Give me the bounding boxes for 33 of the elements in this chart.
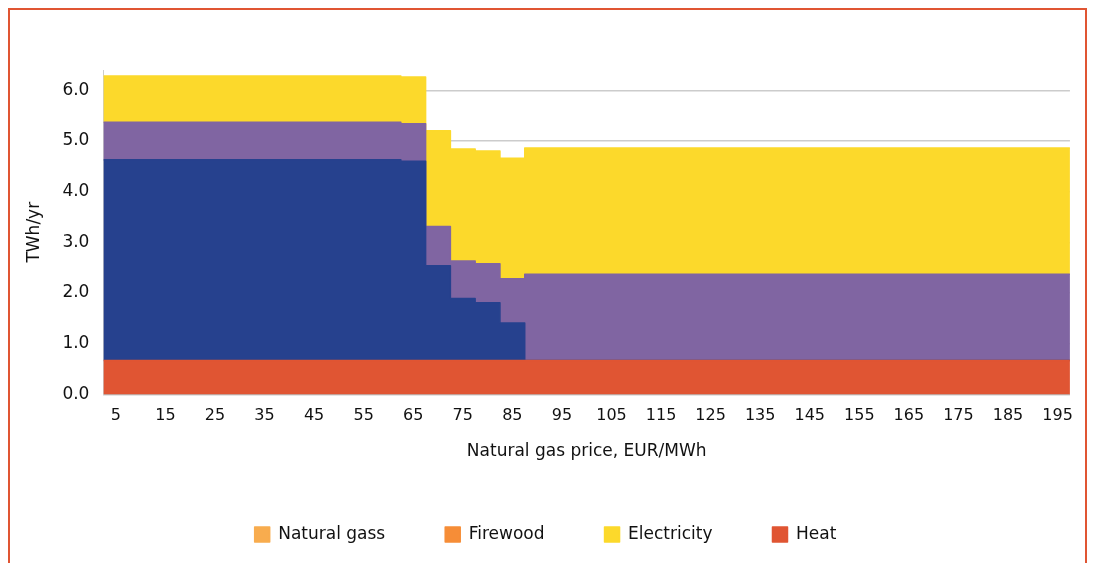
x-tick-label: 55 <box>353 405 374 425</box>
y-tick-label: 5.0 <box>62 129 90 150</box>
legend-label: Firewood <box>468 522 545 543</box>
y-tick-label: 1.0 <box>62 332 90 353</box>
y-axis-title: TWh/yr <box>22 201 43 264</box>
x-tick-label: 65 <box>403 405 424 425</box>
x-tick-label: 175 <box>943 405 974 425</box>
y-tick-label: 6.0 <box>62 78 90 99</box>
x-tick-label: 35 <box>254 405 275 425</box>
x-tick-label: 115 <box>645 405 677 425</box>
x-tick-label: 105 <box>596 405 627 425</box>
x-axis-title: Natural gas price, EUR/MWh <box>466 440 707 461</box>
x-tick-label: 5 <box>110 405 121 425</box>
x-tick-label: 195 <box>1042 405 1073 425</box>
x-tick-label: 45 <box>303 405 325 425</box>
x-tick-label: 135 <box>744 405 776 425</box>
y-tick-label: 3.0 <box>62 230 90 251</box>
x-tick-label: 15 <box>155 405 176 425</box>
y-tick-label: 0.0 <box>62 382 90 403</box>
x-tick-label: 25 <box>204 405 226 425</box>
x-tick-label: 95 <box>551 405 573 425</box>
x-tick-label: 165 <box>893 405 925 425</box>
legend-label: Heat <box>795 522 837 543</box>
x-tick-label: 75 <box>452 405 473 425</box>
x-tick-label: 185 <box>992 405 1024 425</box>
x-tick-label: 85 <box>502 405 523 425</box>
x-tick-label: 155 <box>844 405 875 425</box>
legend-label: Electricity <box>628 522 713 543</box>
y-tick-label: 4.0 <box>62 180 90 201</box>
legend-label: Natural gass <box>278 522 386 543</box>
y-tick-label: 2.0 <box>62 281 90 302</box>
x-tick-label: 125 <box>695 405 726 425</box>
x-tick-label: 145 <box>794 405 825 425</box>
